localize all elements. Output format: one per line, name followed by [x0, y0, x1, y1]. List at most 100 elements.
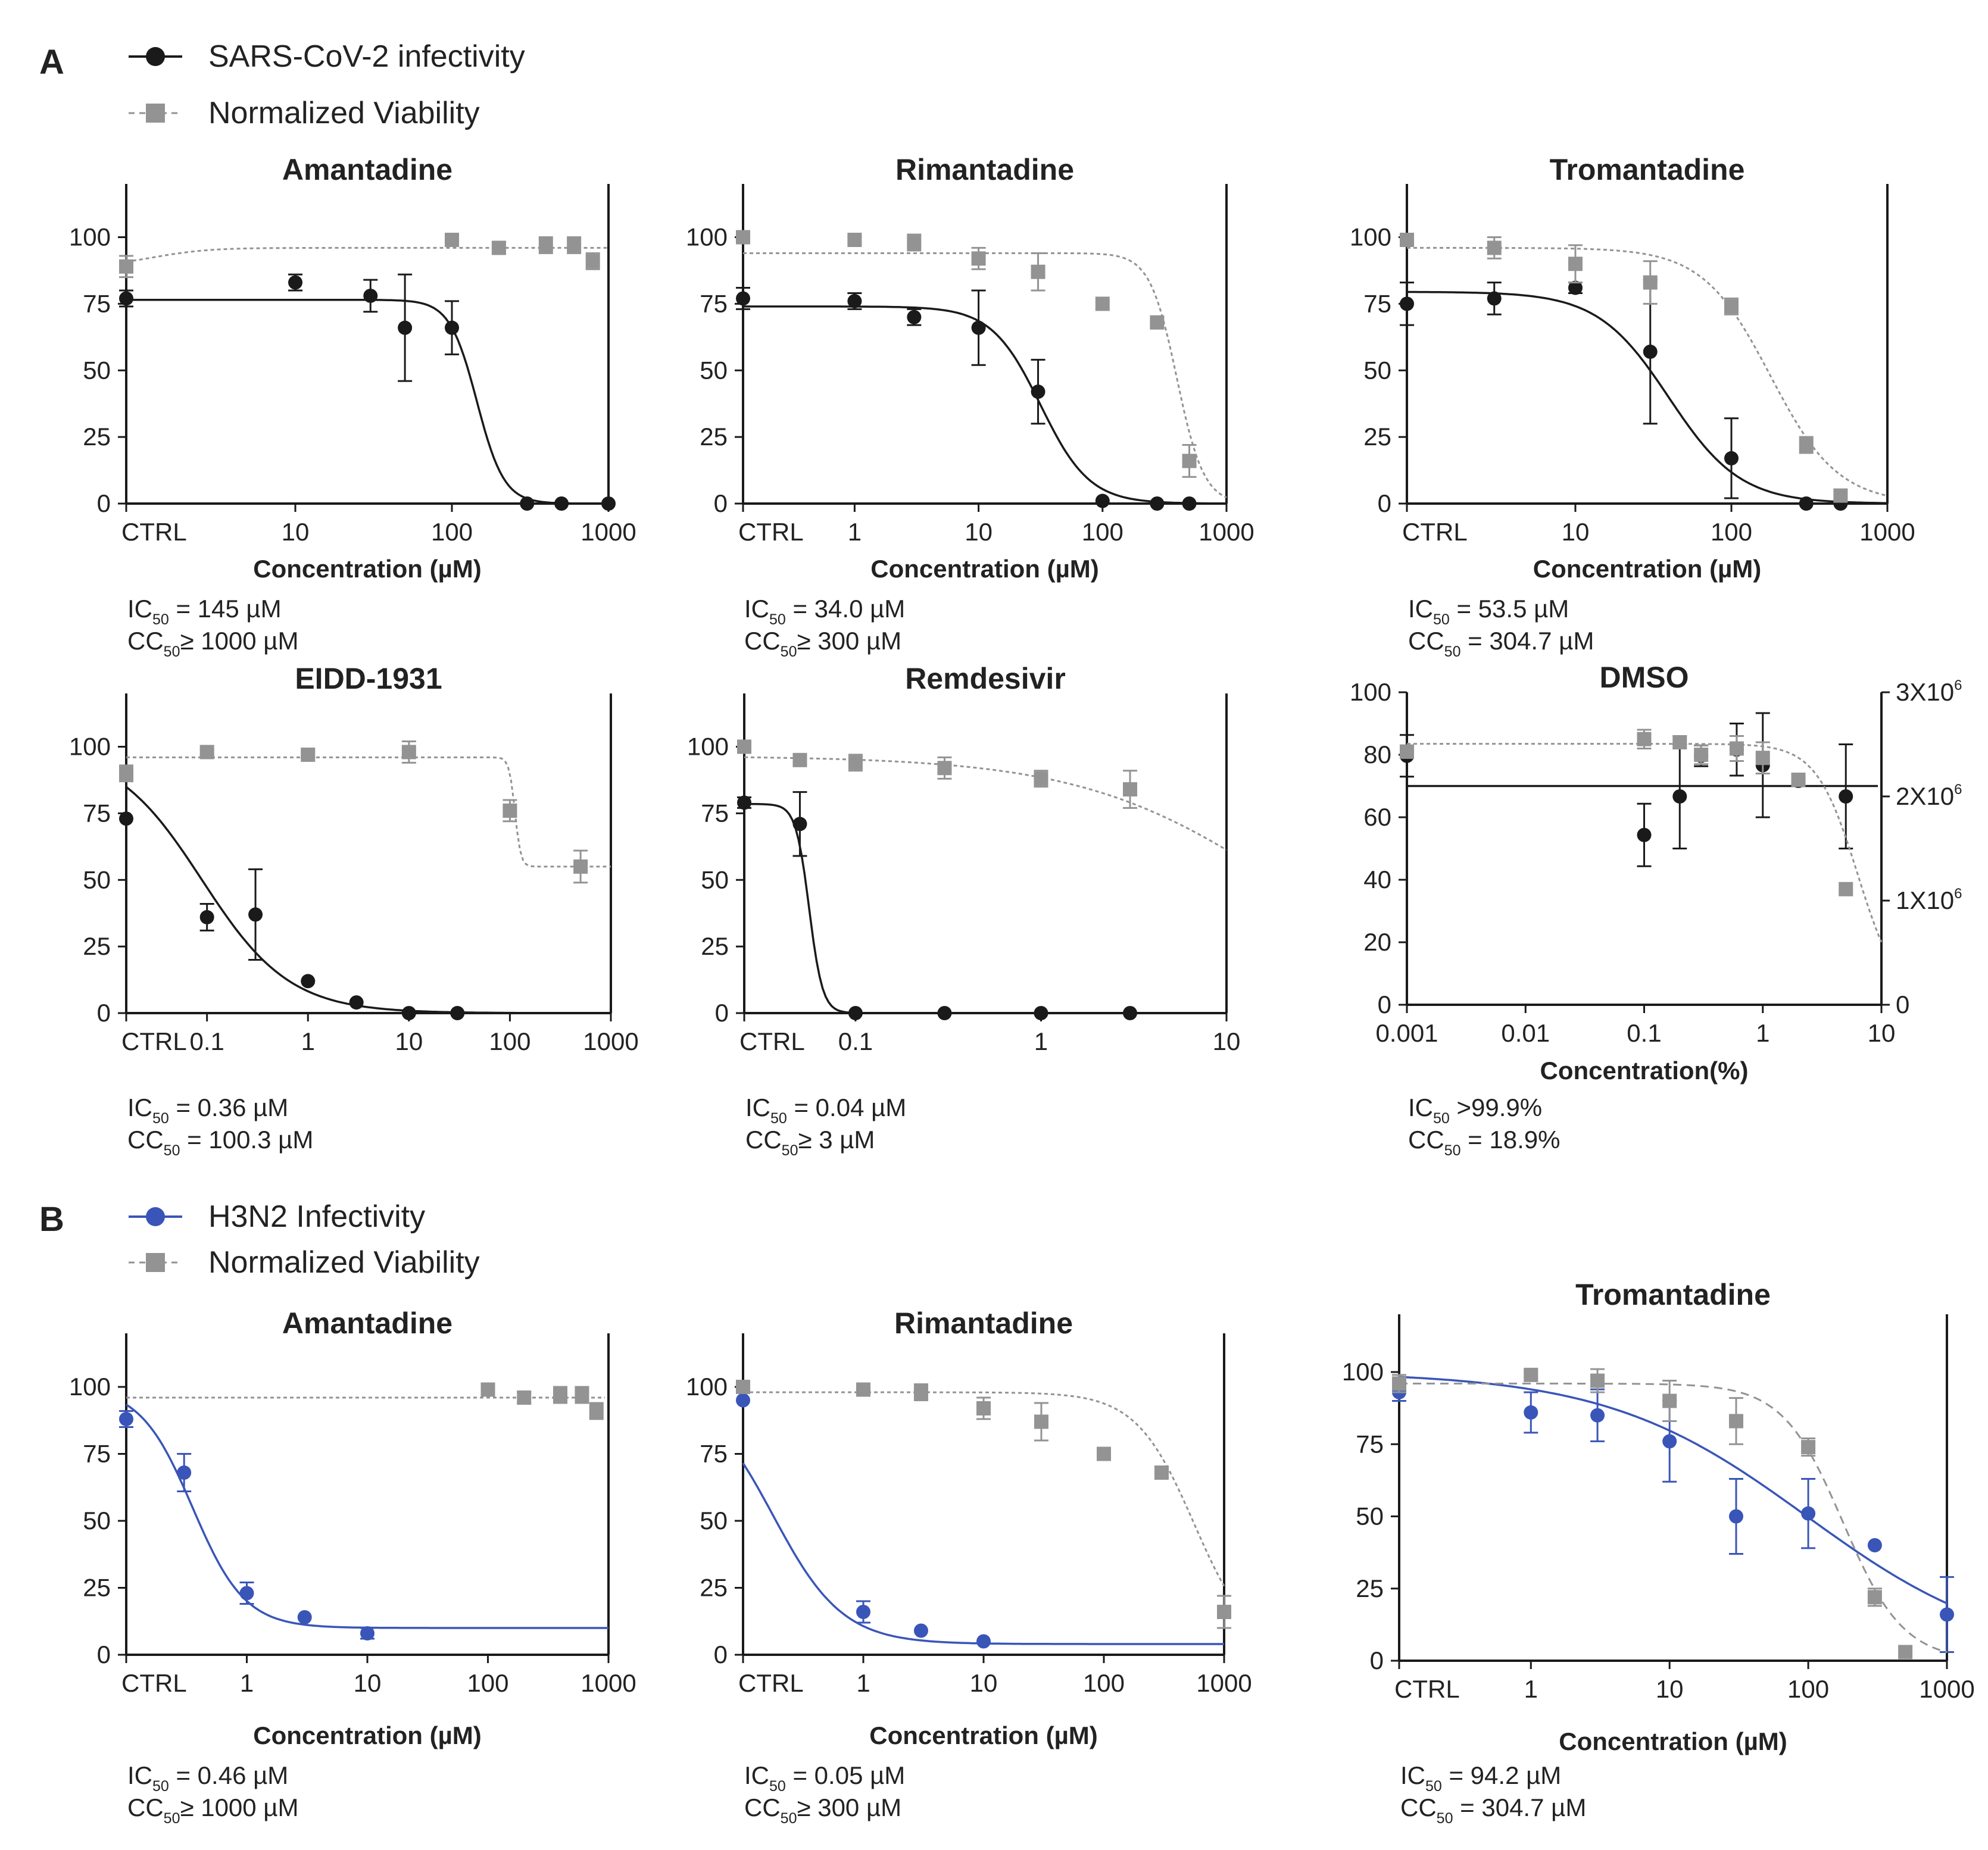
data-point-a2-1-4	[1031, 264, 1046, 279]
x-tick-label-b2: CTRL	[738, 1669, 804, 1697]
annotation-subscript: 50	[781, 1810, 797, 1827]
fit-curve-b2-1	[743, 1391, 1225, 1587]
data-point-b3-0-2	[1590, 1408, 1605, 1423]
annotation-value: = 53.5 µM	[1450, 595, 1569, 623]
y-tick-label-a4: 50	[83, 865, 111, 893]
y-tick-label-b3: 25	[1356, 1574, 1384, 1602]
annotation-value: = 304.7 µM	[1460, 627, 1594, 655]
data-point-a6-1-6	[1791, 773, 1806, 787]
data-point-a4-1-0	[119, 766, 133, 781]
x-tick-label-a4: CTRL	[121, 1027, 187, 1055]
data-point-a6-0-7	[1839, 789, 1853, 804]
annotation-subscript: 50	[769, 1778, 786, 1795]
legend-a-infect-label: SARS-CoV-2 infectivity	[208, 39, 525, 74]
data-point-b3-0-4	[1728, 1509, 1743, 1524]
data-point-b3-1-7	[1898, 1645, 1913, 1660]
y-tick-label-b2: 100	[686, 1373, 728, 1401]
data-point-b3-0-6	[1867, 1538, 1882, 1552]
legend-b: H3N2 Infectivity Normalized Viability	[129, 1199, 480, 1280]
data-point-a3-1-5	[1799, 438, 1814, 452]
data-point-a5-0-2	[848, 1006, 863, 1020]
x-tick-label-a4: 0.1	[189, 1027, 224, 1055]
x-tick-label-a6: 1	[1756, 1019, 1769, 1047]
data-point-a6-1-5	[1755, 751, 1770, 765]
annotation-subscript: 50	[1437, 1810, 1453, 1827]
annotation-subscript: 50	[164, 1810, 180, 1827]
x-axis-label-b2: Concentration (µM)	[869, 1721, 1098, 1749]
data-point-a5-1-2	[848, 755, 863, 770]
chart-b3: Tromantadine 0 25 50 75 100 CTRL 1 10 100 1000 Conc…	[1342, 1278, 1975, 1827]
y-tick-label-a3: 0	[1378, 489, 1391, 517]
x-axis-label-a3: Concentration (µM)	[1533, 555, 1762, 583]
y-tick-label-a5: 25	[701, 932, 729, 960]
y-tick-label-a2: 100	[686, 223, 728, 251]
chart-a6: DMSO 0 20 40 60 80 100 0 1X106 2X106 3X106 0.001 0.0…	[1350, 661, 1962, 1159]
x-tick-label-b2: 1	[856, 1669, 870, 1697]
annotation-a3-1: CC50 = 304.7 µM	[1408, 627, 1594, 660]
annotation-value: = 18.9%	[1460, 1126, 1560, 1154]
annotation-value: ≥ 3 µM	[798, 1126, 875, 1154]
data-point-a2-1-5	[1095, 296, 1110, 311]
data-point-a3-0-2	[1568, 280, 1583, 295]
annotation-value: = 0.04 µM	[787, 1093, 906, 1121]
data-point-b2-1-5	[1097, 1446, 1111, 1461]
data-point-a4-1-3	[401, 745, 416, 760]
fit-curve-a5-1	[744, 756, 1227, 851]
y-tick-label-b1: 50	[83, 1507, 111, 1535]
legend-b-viab-marker	[146, 1253, 165, 1272]
annotation-value: ≥ 1000 µM	[180, 1793, 298, 1821]
data-point-b2-1-3	[976, 1401, 991, 1415]
annotation-b3-0: IC50 = 94.2 µM	[1400, 1761, 1561, 1795]
x-tick-label-a5: 10	[1213, 1027, 1241, 1055]
data-point-a5-1-1	[792, 752, 807, 767]
chart-b1: Amantadine 0 25 50 75 100 CTRL 1 10 100 1000 Concen…	[69, 1307, 636, 1827]
annotation-a4-0: IC50 = 0.36 µM	[127, 1093, 288, 1127]
data-point-a1-1-4	[567, 238, 582, 252]
annotation-subscript: 50	[782, 1142, 798, 1159]
x-tick-label-a4: 1000	[583, 1027, 638, 1055]
x-tick-label-b3: 100	[1787, 1675, 1829, 1703]
data-point-a6-1-1	[1637, 732, 1652, 746]
fit-curve-b1-0	[126, 1404, 608, 1629]
annotation-value: = 304.7 µM	[1453, 1793, 1586, 1821]
data-point-b2-1-2	[913, 1385, 928, 1399]
data-point-b2-1-0	[736, 1380, 750, 1394]
data-point-b3-0-1	[1524, 1405, 1538, 1420]
data-point-a4-1-2	[301, 747, 316, 762]
annotation-value: = 0.05 µM	[786, 1761, 905, 1789]
x-tick-label-a3: 1000	[1859, 518, 1915, 546]
x-tick-label-a3: 10	[1562, 518, 1590, 546]
x-tick-label-a4: 100	[489, 1027, 530, 1055]
data-point-a3-1-3	[1643, 275, 1658, 290]
data-point-b1-1-4	[589, 1404, 604, 1418]
data-point-a2-0-5	[1095, 493, 1110, 508]
chart-title-b1: Amantadine	[282, 1307, 452, 1340]
data-point-b2-0-1	[856, 1605, 870, 1619]
data-point-a1-1-3	[538, 238, 553, 252]
x-tick-label-a1: 10	[282, 518, 310, 546]
chart-b2: Rimantadine 0 25 50 75 100 CTRL 1 10 100 1000 Conce…	[686, 1307, 1252, 1827]
data-point-a2-1-1	[847, 232, 862, 247]
y-tick-label-b2: 0	[714, 1640, 728, 1668]
y-tick-label-b3: 50	[1356, 1502, 1384, 1530]
panel-letter-b: B	[39, 1200, 64, 1239]
data-point-a6-1-4	[1729, 741, 1744, 756]
legend-a-infect-marker	[146, 47, 165, 66]
data-point-a5-0-0	[737, 795, 751, 810]
y-tick-label-b1: 0	[97, 1640, 111, 1668]
data-point-b3-1-4	[1728, 1414, 1743, 1429]
data-point-a4-1-5	[573, 859, 588, 874]
x-tick-label-a2: 1000	[1199, 518, 1254, 546]
data-point-a5-1-5	[1123, 782, 1137, 797]
data-point-a4-0-5	[401, 1006, 416, 1020]
y-tick-label-b2: 75	[700, 1440, 728, 1468]
y-tick-label-a3: 100	[1350, 223, 1391, 251]
data-point-a2-0-0	[736, 291, 750, 306]
annotation-subscript: 50	[769, 611, 786, 628]
x-tick-label-a4: 1	[301, 1027, 315, 1055]
data-point-b1-0-3	[297, 1610, 312, 1624]
fit-curve-a3-0	[1407, 290, 1887, 504]
data-point-b3-1-2	[1590, 1373, 1605, 1388]
data-point-b2-0-0	[736, 1393, 750, 1408]
